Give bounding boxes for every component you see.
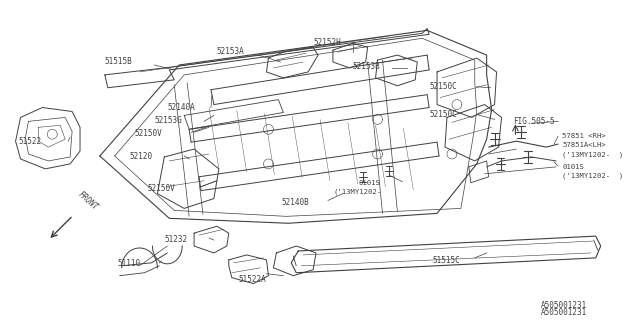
Text: ('13MY1202-  ): ('13MY1202- ) [562, 173, 623, 179]
Text: 57851 <RH>: 57851 <RH> [562, 133, 606, 139]
Text: 52152H: 52152H [313, 38, 341, 47]
Text: 51515C: 51515C [432, 256, 460, 265]
Text: A505001231: A505001231 [541, 308, 588, 317]
Text: 52120: 52120 [130, 152, 153, 161]
Text: 0101S: 0101S [562, 164, 584, 170]
Text: 52140A: 52140A [167, 103, 195, 112]
Text: 52150C: 52150C [429, 82, 457, 91]
Text: 0101S: 0101S [358, 180, 381, 186]
Text: ('13MY1202-: ('13MY1202- [334, 189, 382, 195]
Text: 52153B: 52153B [353, 62, 381, 71]
Text: 57851A<LH>: 57851A<LH> [562, 142, 606, 148]
Text: 51515B: 51515B [105, 57, 132, 66]
Text: 51522A: 51522A [239, 275, 266, 284]
Text: 51110: 51110 [118, 259, 141, 268]
Text: 51522: 51522 [19, 137, 42, 146]
Text: 52153A: 52153A [217, 47, 244, 56]
Text: FRONT: FRONT [76, 190, 99, 212]
Text: 52153G: 52153G [154, 116, 182, 125]
Text: 52140B: 52140B [282, 197, 309, 206]
Text: ('13MY1202-  ): ('13MY1202- ) [562, 151, 623, 157]
Text: 51232: 51232 [164, 235, 188, 244]
Text: A505001231: A505001231 [541, 301, 588, 310]
Text: 52150C: 52150C [429, 109, 457, 118]
Text: 52150V: 52150V [134, 129, 163, 138]
Text: FIG.505-5: FIG.505-5 [513, 117, 555, 126]
Text: 52150V: 52150V [147, 184, 175, 193]
